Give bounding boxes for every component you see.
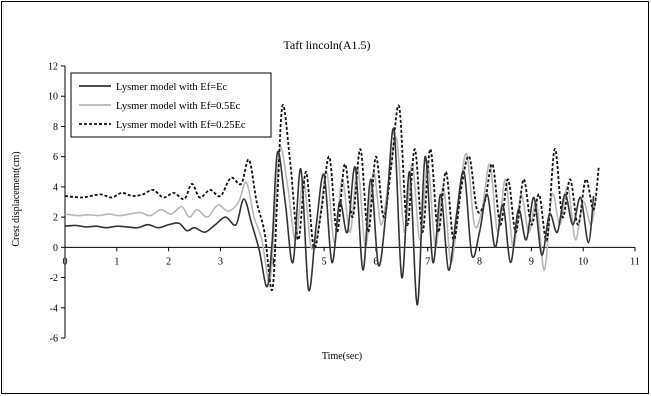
x-tick-label: 1: [114, 256, 119, 267]
x-tick-label: 11: [630, 256, 640, 267]
x-axis-label: Time(sec): [322, 351, 362, 362]
series-line-3: [64, 104, 600, 291]
y-tick-label: 2: [53, 213, 58, 224]
y-tick-label: 6: [53, 152, 58, 163]
x-tick-label: 3: [218, 256, 223, 267]
legend: Lysmer model with Ef=Ec Lysmer model with…: [70, 72, 272, 138]
y-tick-label: 4: [53, 182, 58, 193]
x-tick-label: 5: [322, 256, 327, 267]
x-tick-label: 0: [63, 256, 68, 267]
y-tick-label: -6: [50, 334, 58, 345]
legend-label: Lysmer model with Ef=Ec: [116, 82, 228, 93]
chart-title: Taft lincoln(A1.5): [283, 38, 370, 52]
x-tick-label: 7: [425, 256, 430, 267]
legend-label: Lysmer model with Ef=0.25Ec: [116, 120, 246, 131]
y-tick-label: -4: [50, 303, 58, 314]
x-tick-label: 2: [166, 256, 171, 267]
x-tick-label: 9: [529, 256, 534, 267]
series-line-1: [64, 127, 595, 306]
y-tick-label: 8: [53, 122, 58, 133]
y-tick-label: 10: [48, 92, 58, 103]
y-axis-label: Crest displacement(cm): [11, 151, 22, 246]
x-tick-label: 10: [578, 256, 588, 267]
y-tick-label: 0: [53, 243, 58, 254]
legend-label: Lysmer model with Ef=0.5Ec: [116, 101, 241, 112]
x-tick-label: 8: [477, 256, 482, 267]
x-tick-label: 6: [373, 256, 378, 267]
y-tick-label: 12: [48, 62, 58, 73]
y-tick-label: -2: [50, 273, 58, 284]
